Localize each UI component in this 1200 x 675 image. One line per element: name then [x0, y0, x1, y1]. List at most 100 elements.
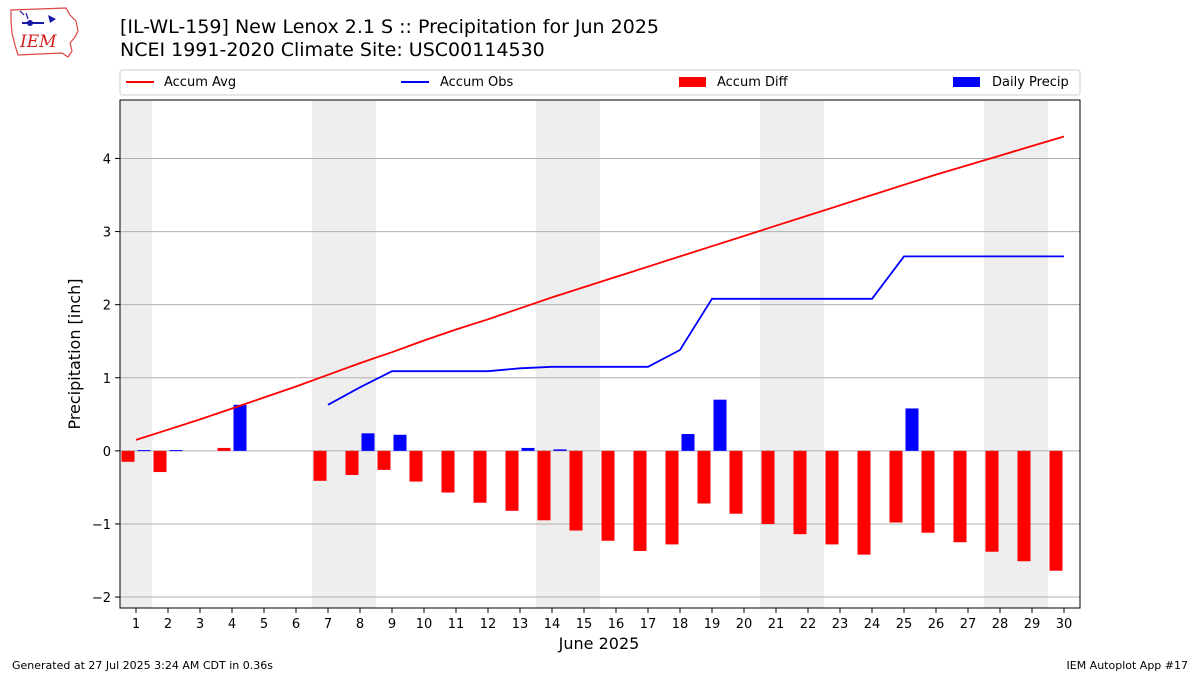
x-tick-label: 26: [928, 617, 945, 632]
weekend-shade-day-21: [760, 100, 792, 608]
x-tick-label: 23: [832, 617, 849, 632]
y-tick-label: −1: [92, 518, 111, 533]
legend-label-accum-diff: Accum Diff: [717, 75, 789, 90]
accum-diff-bar-day-19: [697, 450, 711, 504]
x-axis-label: June 2025: [558, 634, 640, 653]
series-lines: [135, 135, 1065, 441]
x-tick-label: 3: [196, 617, 204, 632]
weekend-shade-day-14: [536, 100, 568, 608]
accum-diff-bar-day-23: [825, 450, 839, 545]
y-tick-label: 4: [103, 152, 111, 167]
daily-precip-bar-day-9: [393, 434, 407, 451]
accum-diff-bar-day-29: [1017, 450, 1031, 562]
weekend-shading: [120, 100, 1048, 608]
chart-title-line1: [IL-WL-159] New Lenox 2.1 S :: Precipita…: [120, 16, 659, 38]
x-tick-label: 17: [640, 617, 657, 632]
daily-precip-bar-day-4: [233, 404, 247, 451]
accum-diff-bar-day-12: [473, 450, 487, 503]
daily-precip-bar-day-14: [553, 449, 567, 451]
x-tick-label: 1: [132, 617, 140, 632]
accum-avg-line: [135, 135, 1065, 441]
x-tick-label: 29: [1024, 617, 1041, 632]
weekend-shade-day-15: [568, 100, 600, 608]
accum-diff-bar-day-13: [505, 450, 519, 511]
accum-diff-bar-day-1: [121, 450, 135, 462]
daily-precip-bar-day-19: [713, 399, 727, 451]
accum-diff-bar-day-14: [537, 450, 551, 521]
accum-diff-bar-day-26: [921, 450, 935, 533]
iem-logo: IEM: [10, 7, 79, 58]
weekend-shade-day-1: [120, 100, 152, 608]
accum-diff-bar-day-2: [153, 450, 167, 473]
x-tick-label: 19: [704, 617, 721, 632]
accum-diff-bar-day-8: [345, 450, 359, 475]
footer-app-label: IEM Autoplot App #17: [1066, 659, 1189, 672]
accum-diff-bar-day-7: [313, 450, 327, 481]
accum-diff-bar-day-28: [985, 450, 999, 552]
footer-generated-text: Generated at 27 Jul 2025 3:24 AM CDT in …: [12, 659, 273, 672]
x-tick-label: 30: [1056, 617, 1073, 632]
x-tick-label: 8: [356, 617, 364, 632]
accum-diff-bar-day-27: [953, 450, 967, 543]
daily-precip-bar-day-1: [137, 450, 151, 452]
logo-text: IEM: [19, 32, 57, 52]
x-tick-label: 10: [416, 617, 433, 632]
y-tick-label: 0: [103, 445, 111, 460]
y-axis-label: Precipitation [inch]: [65, 278, 84, 429]
legend-label-accum-obs: Accum Obs: [440, 75, 513, 90]
accum-diff-bar-day-30: [1049, 450, 1063, 571]
x-tick-label: 18: [672, 617, 689, 632]
x-tick-label: 4: [228, 617, 236, 632]
iowa-outline-icon: [10, 7, 79, 58]
daily-precip-bar-day-18: [681, 434, 695, 451]
x-tick-label: 27: [960, 617, 977, 632]
legend-label-accum-avg: Accum Avg: [164, 75, 236, 90]
y-tick-label: 1: [103, 372, 111, 387]
x-tick-label: 28: [992, 617, 1009, 632]
x-tick-label: 22: [800, 617, 817, 632]
x-tick-label: 9: [388, 617, 396, 632]
x-tick-label: 20: [736, 617, 753, 632]
daily-precip-bar-day-25: [905, 408, 919, 451]
accum-diff-bar-day-16: [601, 450, 615, 541]
accum-diff-bar-day-10: [409, 450, 423, 482]
accum-diff-bar-day-9: [377, 450, 391, 470]
y-tick-label: −2: [92, 591, 111, 606]
accum-diff-bar-day-11: [441, 450, 455, 493]
x-tick-label: 2: [164, 617, 172, 632]
x-tick-label: 24: [864, 617, 881, 632]
x-tick-label: 12: [480, 617, 497, 632]
daily-precip-bar-day-13: [521, 447, 535, 451]
x-tick-label: 21: [768, 617, 785, 632]
weekend-shade-day-7: [312, 100, 344, 608]
bars: [121, 399, 1063, 571]
accum-diff-bar-day-18: [665, 450, 679, 545]
plot-frame: [119, 99, 1081, 609]
legend-swatch-accum-diff: [679, 77, 706, 87]
x-tick-label: 6: [292, 617, 300, 632]
accum-diff-bar-day-24: [857, 450, 871, 555]
x-tick-label: 5: [260, 617, 268, 632]
y-tick-label: 3: [103, 226, 111, 241]
daily-precip-bar-day-2: [169, 450, 183, 452]
daily-precip-bar-day-8: [361, 433, 375, 451]
y-tick-label: 2: [103, 299, 111, 314]
accum-diff-bar-day-20: [729, 450, 743, 514]
x-tick-label: 11: [448, 617, 465, 632]
x-tick-label: 25: [896, 617, 913, 632]
x-tick-label: 7: [324, 617, 332, 632]
x-tick-label: 15: [576, 617, 593, 632]
grid-lines: [120, 157, 1080, 598]
accum-diff-bar-day-15: [569, 450, 583, 531]
x-tick-label: 14: [544, 617, 561, 632]
accum-diff-bar-day-22: [793, 450, 807, 535]
legend: Accum Avg Accum Obs Accum Diff Daily Pre…: [119, 69, 1081, 96]
accum-diff-bar-day-17: [633, 450, 647, 551]
legend-label-daily-precip: Daily Precip: [992, 75, 1069, 90]
accum-diff-bar-day-25: [889, 450, 903, 523]
accum-diff-bar-day-4: [217, 447, 231, 451]
chart-title-line2: NCEI 1991-2020 Climate Site: USC00114530: [120, 39, 545, 61]
x-tick-label: 16: [608, 617, 625, 632]
